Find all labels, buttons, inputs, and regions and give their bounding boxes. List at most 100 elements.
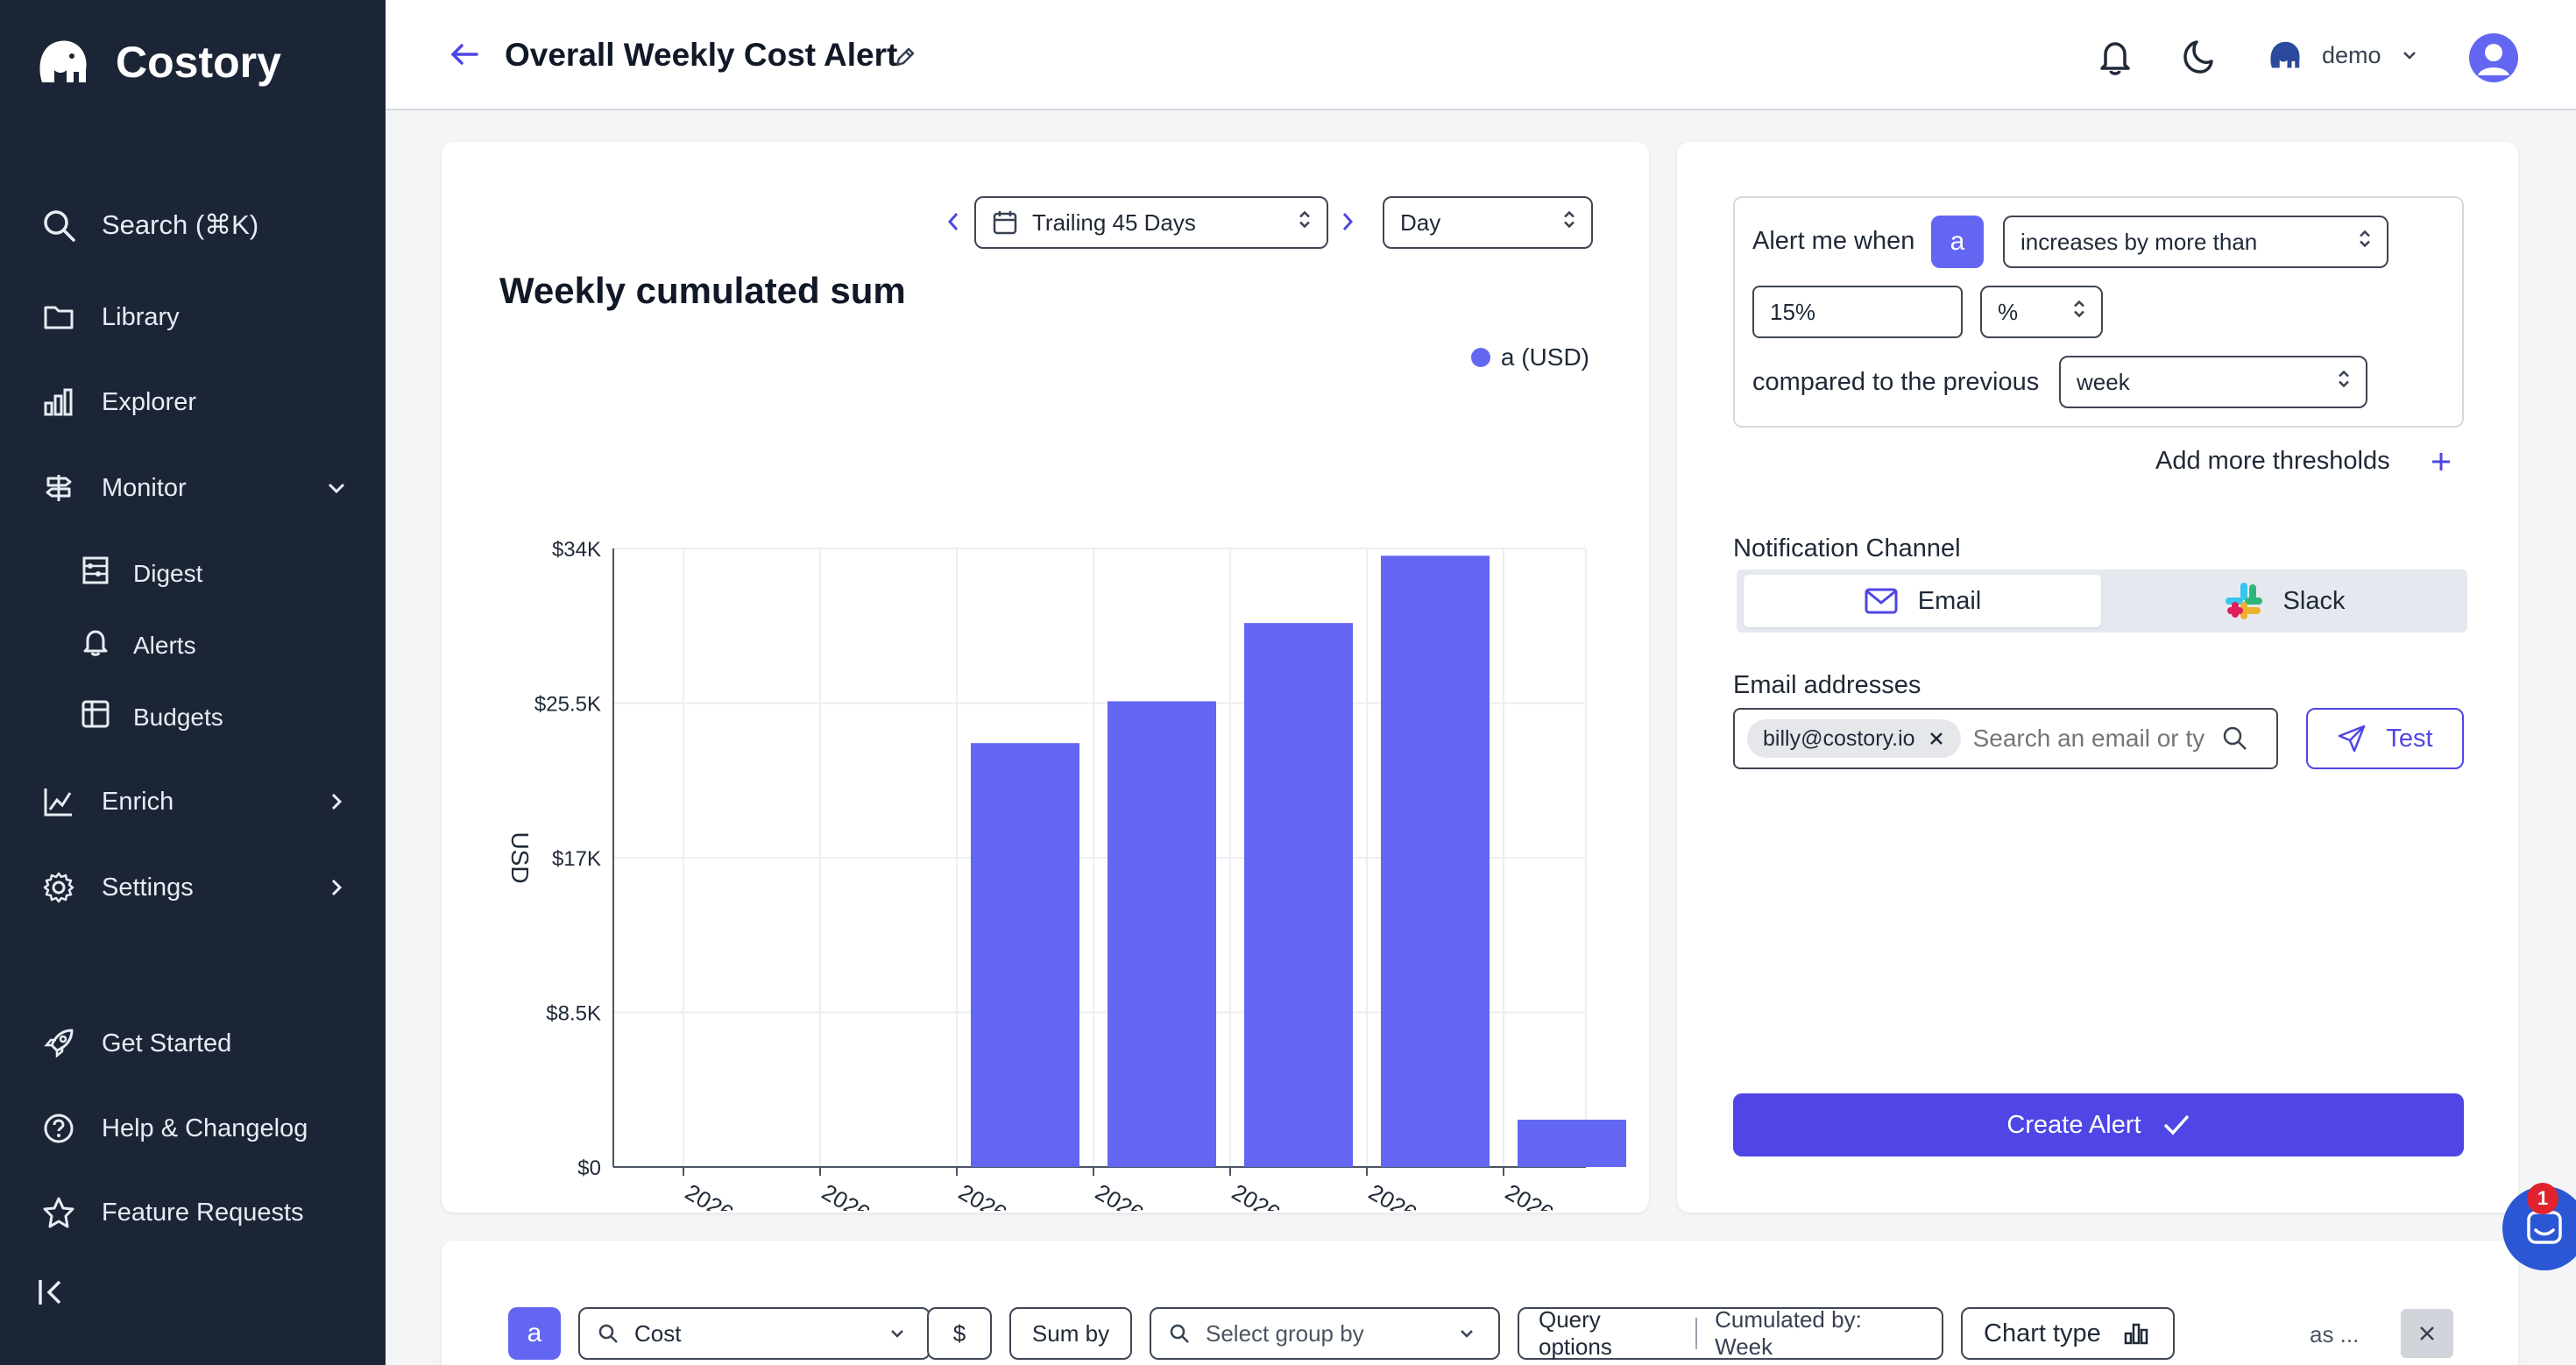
unit-select[interactable]: %	[1980, 286, 2103, 338]
sidebar-item-label: Feature Requests	[102, 1198, 304, 1227]
bar	[971, 743, 1079, 1167]
condition-select[interactable]: increases by more than	[2003, 216, 2388, 268]
signpost-icon	[40, 470, 77, 506]
chevron-right-icon[interactable]	[326, 790, 347, 819]
add-thresholds-button[interactable]: Add more thresholds	[2155, 447, 2453, 476]
cumulated-value: Cumulated by: Week	[1715, 1306, 1862, 1360]
metric-value: Cost	[634, 1319, 682, 1347]
bar-chart: $0 $8.5K $17K $25.5K $34K USD 2026-03-30 2026-0…	[506, 538, 1626, 1211]
period-value: week	[2077, 368, 2130, 395]
compare-label: compared to the previous	[1752, 368, 2040, 396]
sidebar-item-settings[interactable]: Settings	[40, 869, 347, 906]
notification-bell-icon[interactable]	[2098, 39, 2133, 80]
user-avatar[interactable]	[2469, 33, 2518, 82]
sidebar-item-monitor[interactable]: Monitor	[40, 470, 347, 506]
tab-label: Slack	[2282, 586, 2346, 615]
sum-by-button[interactable]: Sum by	[1009, 1307, 1132, 1360]
brand-logo[interactable]: Costory	[35, 37, 281, 88]
mail-icon	[1865, 588, 1898, 614]
chart-legend[interactable]: a (USD)	[1470, 343, 1589, 371]
sidebar-sub-label: Alerts	[133, 631, 196, 659]
sidebar-item-digest[interactable]: Digest	[81, 555, 202, 591]
granularity-select[interactable]: Day	[1383, 196, 1593, 249]
chevron-right-icon[interactable]	[326, 876, 347, 905]
sidebar-item-explorer[interactable]: Explorer	[40, 384, 347, 421]
send-icon	[2339, 725, 2366, 753]
email-multiselect[interactable]: billy@costory.io	[1733, 708, 2278, 769]
x-tick-label: 2026-04-03	[1228, 1178, 1341, 1211]
check-icon	[2163, 1114, 2189, 1135]
legend-label: a (USD)	[1500, 343, 1589, 371]
search-icon	[1170, 1324, 1189, 1343]
updown-chevron-icon	[2336, 368, 2352, 397]
sidebar-item-label: Settings	[102, 873, 194, 902]
email-search-input[interactable]	[1972, 725, 2210, 753]
date-range-select[interactable]: Trailing 45 Days	[974, 196, 1328, 249]
metric-select[interactable]: Cost	[578, 1307, 931, 1360]
sidebar: Costory Search (⌘K) Library Explorer Mon…	[0, 0, 386, 1365]
slack-icon	[2225, 583, 2262, 619]
next-range-chevron-icon[interactable]	[1339, 210, 1356, 237]
bar	[1108, 701, 1216, 1167]
tab-label: Email	[1917, 586, 1982, 615]
group-by-select[interactable]: Select group by	[1150, 1307, 1500, 1360]
sidebar-item-enrich[interactable]: Enrich	[40, 783, 347, 820]
sidebar-item-help[interactable]: Help & Changelog	[40, 1110, 347, 1147]
line-chart-icon	[40, 783, 77, 820]
updown-chevron-icon	[2357, 228, 2373, 257]
threshold-input[interactable]: 15%	[1752, 286, 1963, 338]
create-alert-button[interactable]: Create Alert	[1733, 1093, 2464, 1156]
bar-chart-icon	[40, 384, 77, 421]
test-label: Test	[2386, 724, 2433, 753]
elephant-logo-icon	[39, 40, 87, 82]
divider	[1695, 1318, 1698, 1349]
x-tick-label: 2026-03-31	[817, 1178, 931, 1211]
unit-value: %	[1998, 298, 2019, 325]
folder-icon	[40, 299, 77, 336]
query-series-badge: a	[508, 1307, 561, 1360]
test-button[interactable]: Test	[2306, 708, 2464, 769]
chevron-down-icon	[2403, 52, 2416, 60]
chevron-down-icon	[891, 1330, 903, 1338]
remove-query-button[interactable]	[2401, 1309, 2453, 1358]
chart-type-button[interactable]: Chart type	[1961, 1307, 2175, 1360]
chevron-down-icon[interactable]	[326, 477, 347, 506]
pencil-icon[interactable]	[894, 46, 916, 73]
sidebar-sub-label: Budgets	[133, 703, 223, 731]
tab-slack[interactable]: Slack	[2106, 575, 2462, 627]
y-axis-title: USD	[506, 831, 534, 883]
query-options-button[interactable]: Query options Cumulated by: Week	[1518, 1306, 1943, 1360]
bar-chart-icon	[2124, 1323, 2148, 1345]
condition-value: increases by more than	[2020, 228, 2258, 255]
table-icon	[81, 699, 110, 735]
threshold-value: 15%	[1770, 298, 1816, 325]
currency-toggle[interactable]: $	[927, 1307, 992, 1360]
period-select[interactable]: week	[2059, 356, 2367, 408]
create-alert-label: Create Alert	[2006, 1110, 2141, 1139]
currency-value: $	[952, 1319, 966, 1347]
email-chip: billy@costory.io	[1747, 719, 1961, 758]
close-icon[interactable]	[1928, 730, 1945, 747]
sidebar-item-search[interactable]: Search (⌘K)	[40, 207, 347, 244]
sidebar-item-label: Library	[102, 302, 180, 331]
sidebar-item-library[interactable]: Library	[40, 299, 347, 336]
notification-channel-label: Notification Channel	[1733, 534, 1961, 562]
sidebar-item-label: Monitor	[102, 473, 187, 502]
chart-type-label: Chart type	[1984, 1319, 2101, 1347]
prev-range-chevron-icon[interactable]	[945, 210, 962, 237]
sidebar-item-alerts[interactable]: Alerts	[81, 627, 196, 663]
back-arrow-icon[interactable]	[449, 39, 480, 74]
chat-unread-badge: 1	[2527, 1183, 2558, 1214]
dark-mode-moon-icon[interactable]	[2182, 39, 2219, 80]
sidebar-item-budgets[interactable]: Budgets	[81, 699, 223, 735]
org-selector[interactable]: demo	[2268, 39, 2418, 72]
page-title: Overall Weekly Cost Alert	[505, 37, 898, 73]
tab-email[interactable]: Email	[1744, 575, 2101, 627]
x-tick-label: 2026-03-30	[681, 1178, 795, 1211]
collapse-sidebar-icon[interactable]	[37, 1277, 67, 1312]
series-badge: a	[1931, 216, 1984, 268]
sidebar-item-feature-requests[interactable]: Feature Requests	[40, 1194, 347, 1231]
sidebar-item-label: Search (⌘K)	[102, 209, 259, 240]
sidebar-item-get-started[interactable]: Get Started	[40, 1025, 347, 1062]
org-logo-icon	[2270, 41, 2300, 68]
